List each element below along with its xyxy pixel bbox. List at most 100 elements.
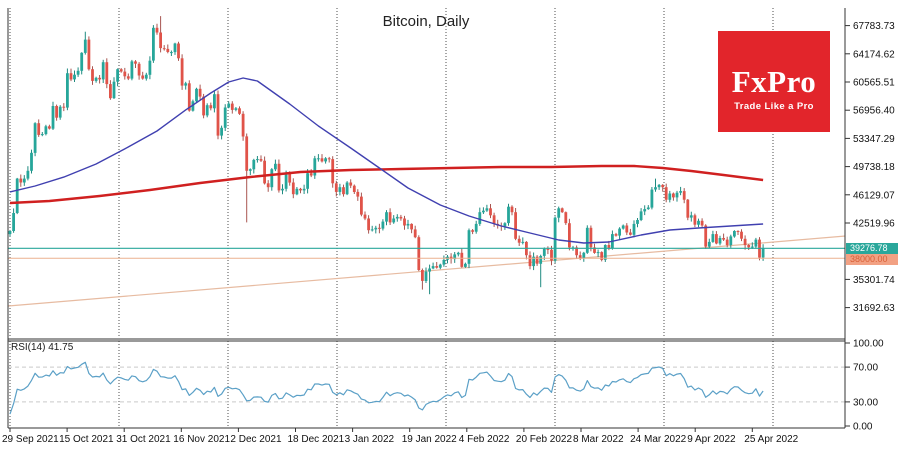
candle-body <box>248 169 252 171</box>
candle-body <box>392 218 396 223</box>
candle-body <box>15 178 19 213</box>
candle-body <box>22 178 26 183</box>
candle-body <box>672 193 675 198</box>
candle-body <box>220 127 223 136</box>
candle-body <box>238 108 241 114</box>
candle-body <box>119 69 123 72</box>
candle-body <box>327 158 331 160</box>
time-axis-tick-label: 31 Oct 2021 <box>116 434 171 445</box>
candle-body <box>299 188 302 191</box>
candle-body <box>539 256 543 264</box>
time-axis-tick-label: 15 Oct 2021 <box>59 434 114 445</box>
candle-body <box>578 255 582 259</box>
time-axis-tick-label: 8 Mar 2022 <box>573 434 624 445</box>
candle-body <box>44 126 48 135</box>
time-axis: 29 Sep 2021 15 Oct 2021 31 Oct 2021 16 Nov … <box>2 428 799 445</box>
ma-200-line <box>9 164 764 205</box>
candle-body <box>187 83 191 111</box>
candle-body <box>338 187 342 192</box>
candle-body <box>173 43 177 53</box>
candle-body <box>575 247 578 256</box>
time-axis-tick-label: 18 Dec 2021 <box>288 434 345 445</box>
candle-body <box>320 158 324 162</box>
candle-body <box>177 43 180 59</box>
price-axis-tick-label: 60565.51 <box>853 78 895 89</box>
candle-body <box>69 73 73 80</box>
candle-body <box>123 71 127 77</box>
candle-body <box>492 215 496 224</box>
rsi-axis: 100.00 70.00 30.00 0.00 <box>845 339 884 433</box>
candle-body <box>381 221 385 229</box>
panel-borders <box>7 8 846 429</box>
candle-body <box>80 52 84 71</box>
candle-body <box>510 206 514 213</box>
candle-body <box>679 191 682 193</box>
time-axis-tick-label: 9 Apr 2022 <box>687 434 736 445</box>
price-axis-tick-label: 53347.29 <box>853 134 895 145</box>
candle-body <box>700 220 704 226</box>
candle-body <box>507 206 510 224</box>
candle-body <box>130 61 134 79</box>
price-axis-tick-label: 31692.63 <box>853 303 895 314</box>
candle-body <box>542 248 546 256</box>
candle-body <box>112 81 116 99</box>
candle-body <box>438 264 442 268</box>
candle-body <box>202 96 205 116</box>
candle-body <box>421 270 424 281</box>
candle-body <box>306 173 309 189</box>
candle-body <box>621 225 625 229</box>
candle-body <box>593 247 596 253</box>
rsi-line <box>9 361 764 415</box>
candle-body <box>618 228 621 236</box>
candle-body <box>646 207 650 210</box>
candle-body <box>195 88 198 102</box>
candle-body <box>148 60 152 75</box>
candle-body <box>639 211 643 220</box>
candle-body <box>378 227 381 229</box>
candle-body <box>564 212 568 224</box>
time-axis-tick-label: 19 Jan 2022 <box>402 434 457 445</box>
candle-body <box>223 107 227 128</box>
candle-body <box>87 39 91 70</box>
trendline <box>8 235 846 307</box>
time-axis-tick-label: 25 Apr 2022 <box>744 434 798 445</box>
candle-body <box>144 74 148 79</box>
fxpro-logo: FxPro Trade Like a Pro <box>718 31 830 132</box>
price-axis: 67783.73 64174.62 60565.51 56956.40 53347.29… <box>845 21 895 314</box>
candle-body <box>675 192 679 198</box>
ma-50-line <box>9 77 764 244</box>
candle-body <box>40 134 44 136</box>
candle-body <box>395 216 399 219</box>
candle-body <box>385 212 388 222</box>
candle-body <box>349 182 353 186</box>
candle-body <box>374 227 378 230</box>
price-axis-tick-label: 46129.07 <box>853 190 895 201</box>
candle-body <box>489 208 492 216</box>
candle-body <box>159 32 162 49</box>
candle-body <box>230 103 234 110</box>
candle-body <box>629 232 632 235</box>
candle-body <box>550 249 553 261</box>
candle-body <box>707 241 711 247</box>
candle-body <box>209 105 213 109</box>
candle-body <box>399 216 403 219</box>
candle-body <box>184 83 188 86</box>
time-axis-tick-label: 2 Dec 2021 <box>230 434 282 445</box>
candle-body <box>596 252 600 254</box>
candle-body <box>456 252 460 255</box>
candle-body <box>170 52 173 54</box>
candle-body <box>664 187 668 200</box>
candle-body <box>428 268 431 272</box>
candle-body <box>410 223 413 230</box>
candle-body <box>213 94 216 109</box>
candle-body <box>743 238 747 246</box>
candle-body <box>51 106 55 129</box>
price-axis-tick-label: 49738.18 <box>853 162 895 173</box>
candle-body <box>474 223 478 232</box>
candle-body <box>356 191 360 197</box>
candle-body <box>733 231 736 237</box>
candle-body <box>535 256 539 264</box>
current-price-tag: 39276.78 <box>846 243 898 254</box>
candle-body <box>363 214 367 219</box>
